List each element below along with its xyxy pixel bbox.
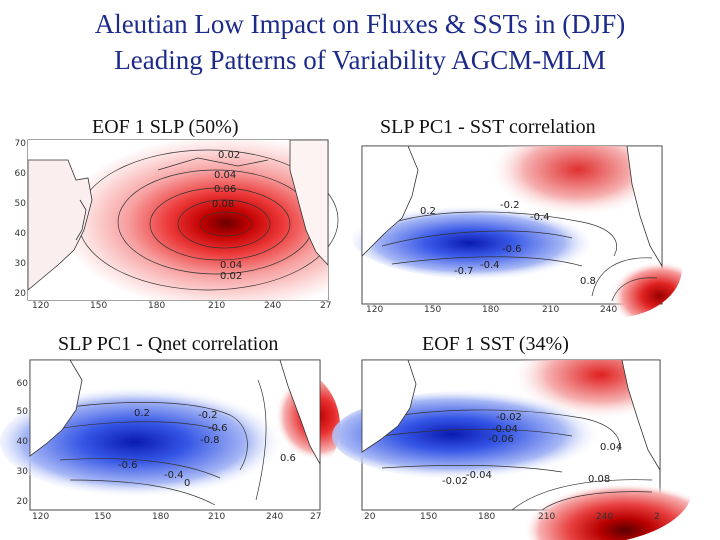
contour-label: -0.6 bbox=[502, 244, 522, 255]
contour-label: -0.02 bbox=[496, 412, 522, 423]
contour-label: -0.06 bbox=[488, 434, 514, 445]
contour-lines bbox=[49, 379, 267, 506]
lon-tick: 180 bbox=[152, 512, 169, 522]
panel-slp-sst-corr-map: 0.2 -0.2 -0.4 -0.6 -0.4 -0.7 0.8 120 150… bbox=[352, 145, 682, 318]
panel-eof1-slp-map: 0.02 0.04 0.06 0.08 0.04 0.02 70 60 50 4… bbox=[15, 139, 339, 311]
america-coast bbox=[621, 359, 661, 472]
lon-tick: 120 bbox=[32, 512, 49, 522]
contour-label: -0.02 bbox=[442, 476, 468, 487]
contour-label: 0.06 bbox=[214, 184, 236, 195]
lat-tick: 70 bbox=[15, 139, 27, 149]
contour-label: 0.2 bbox=[134, 408, 150, 419]
contour-label: -0.4 bbox=[480, 260, 500, 271]
lon-axis: 120 150 180 210 240 27 bbox=[32, 512, 321, 522]
japan-coast bbox=[75, 199, 87, 241]
contour-label: 0.02 bbox=[220, 271, 242, 282]
contour-label: -0.6 bbox=[118, 460, 138, 471]
panel-slp-qnet-corr: 0.2 -0.2 -0.6 -0.8 0.6 -0.6 -0.4 0 60 50… bbox=[0, 359, 340, 522]
lon-tick: 2 bbox=[654, 512, 660, 522]
lat-tick: 40 bbox=[17, 437, 29, 447]
lon-tick: 210 bbox=[208, 301, 225, 311]
contour-lines bbox=[371, 409, 653, 511]
lat-tick: 20 bbox=[15, 289, 27, 299]
panel-4-title: EOF 1 SST (34%) bbox=[422, 333, 569, 355]
lat-tick: 40 bbox=[15, 229, 27, 239]
lat-axis: 60 50 40 30 20 bbox=[17, 379, 29, 507]
lon-tick: 240 bbox=[600, 305, 617, 315]
contour-label: -0.7 bbox=[454, 266, 474, 277]
contour-label: -0.8 bbox=[200, 435, 220, 446]
lon-tick: 27 bbox=[310, 512, 321, 522]
contour-label: 0.8 bbox=[580, 276, 596, 287]
contour-label: 0.08 bbox=[588, 474, 610, 485]
panel-slp-sst-corr: 0.2 -0.2 -0.4 -0.6 -0.4 -0.7 0.8 120 150… bbox=[352, 145, 682, 318]
panel-1-title: EOF 1 SLP (50%) bbox=[92, 116, 239, 138]
panel-eof1-slp: 0.02 0.04 0.06 0.08 0.04 0.02 70 60 50 4… bbox=[15, 139, 339, 311]
america-coast bbox=[279, 359, 321, 466]
lon-axis: 120 150 180 210 240 bbox=[366, 305, 617, 315]
lon-tick: 150 bbox=[90, 301, 107, 311]
lon-tick: 120 bbox=[366, 305, 383, 315]
contour-label: -0.4 bbox=[530, 212, 550, 223]
contour-label: -0.04 bbox=[492, 424, 518, 435]
lon-tick: 20 bbox=[364, 512, 376, 522]
asia-coast bbox=[361, 145, 419, 257]
contour-label: -0.6 bbox=[208, 423, 228, 434]
contour-label: -0.2 bbox=[500, 200, 520, 211]
panel-3-title: SLP PC1 - Qnet correlation bbox=[58, 333, 279, 355]
lon-axis: 20 150 180 210 240 2 bbox=[364, 512, 660, 522]
contour-label: 0.6 bbox=[280, 453, 296, 464]
positive-lobe bbox=[220, 364, 340, 488]
contour-lines bbox=[381, 211, 658, 302]
panel-2-title: SLP PC1 - SST correlation bbox=[380, 116, 596, 138]
lat-tick: 30 bbox=[17, 467, 29, 477]
lon-tick: 120 bbox=[32, 301, 49, 311]
slide-title: Aleutian Low Impact on Fluxes & SSTs in … bbox=[0, 6, 720, 78]
positive-lobe bbox=[452, 434, 692, 540]
lat-tick: 50 bbox=[15, 199, 27, 209]
positive-lobe bbox=[542, 218, 682, 318]
contour-label: -0.2 bbox=[198, 410, 218, 421]
contour-label: 0.2 bbox=[420, 206, 436, 217]
contour-label: -0.4 bbox=[164, 470, 184, 481]
lon-tick: 180 bbox=[148, 301, 165, 311]
lon-tick: 210 bbox=[542, 305, 559, 315]
lon-tick: 210 bbox=[538, 512, 555, 522]
lon-tick: 180 bbox=[478, 512, 495, 522]
lon-tick: 27 bbox=[320, 301, 331, 311]
aleutian-arc bbox=[157, 157, 269, 171]
lon-tick: 240 bbox=[264, 301, 281, 311]
lon-tick: 180 bbox=[482, 305, 499, 315]
lat-tick: 60 bbox=[17, 379, 29, 389]
lon-tick: 150 bbox=[94, 512, 111, 522]
contour-label: 0 bbox=[184, 478, 190, 489]
asia-coast bbox=[27, 159, 93, 291]
lon-tick: 150 bbox=[420, 512, 437, 522]
contour-label: -0.04 bbox=[466, 470, 492, 481]
lon-tick: 210 bbox=[208, 512, 225, 522]
panel-eof1-sst-map: -0.02 -0.04 -0.06 0.04 -0.04 -0.02 0.08 … bbox=[332, 359, 692, 540]
asia-coast bbox=[361, 359, 417, 453]
contour-label: 0.04 bbox=[600, 442, 622, 453]
lat-tick: 50 bbox=[17, 407, 29, 417]
contour-label: 0.08 bbox=[212, 199, 234, 210]
asia-coast bbox=[29, 359, 83, 457]
lat-tick: 60 bbox=[15, 169, 27, 179]
contour-label: 0.02 bbox=[218, 150, 240, 161]
panel-eof1-sst: -0.02 -0.04 -0.06 0.04 -0.04 -0.02 0.08 … bbox=[332, 359, 692, 540]
slide-title-line-1: Aleutian Low Impact on Fluxes & SSTs in … bbox=[94, 9, 626, 39]
panel-slp-qnet-corr-map: 0.2 -0.2 -0.6 -0.8 0.6 -0.6 -0.4 0 60 50… bbox=[0, 359, 340, 522]
slide-title-line-2: Leading Patterns of Variability AGCM-MLM bbox=[114, 45, 606, 75]
lat-tick: 20 bbox=[17, 497, 29, 507]
contour-label: 0.04 bbox=[214, 170, 236, 181]
lat-axis: 70 60 50 40 30 20 bbox=[15, 139, 27, 299]
lon-tick: 240 bbox=[596, 512, 613, 522]
contour-label: 0.04 bbox=[220, 260, 242, 271]
america-coast bbox=[289, 139, 329, 267]
america-coast bbox=[626, 145, 663, 268]
lon-tick: 150 bbox=[424, 305, 441, 315]
lon-tick: 240 bbox=[266, 512, 283, 522]
lon-axis: 120 150 180 210 240 27 bbox=[32, 301, 331, 311]
lat-tick: 30 bbox=[15, 259, 27, 269]
